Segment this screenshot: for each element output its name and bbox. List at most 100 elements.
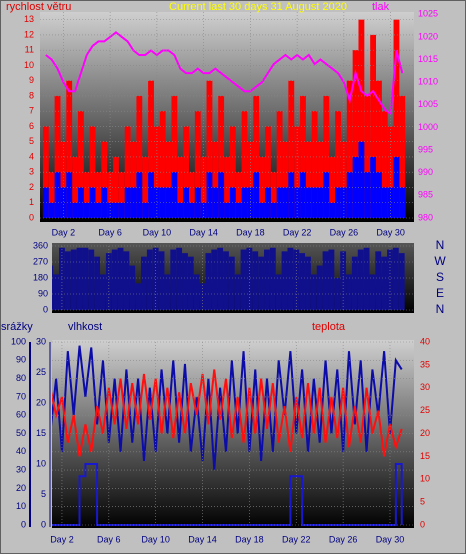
- bar: [136, 172, 143, 218]
- y-tick-label: 30: [420, 382, 430, 392]
- bar: [228, 256, 235, 310]
- bar: [100, 274, 106, 310]
- bar: [212, 187, 219, 218]
- x-tick-label: Day 10: [143, 227, 172, 237]
- bar: [53, 274, 60, 310]
- bar: [235, 172, 242, 218]
- y-tick-label: 100: [11, 336, 26, 346]
- bar: [171, 95, 178, 218]
- x-tick-label: Day 30: [376, 227, 405, 237]
- bar: [212, 141, 219, 218]
- y-tick-label: 10: [16, 501, 26, 511]
- bar: [363, 247, 370, 310]
- bar: [357, 249, 364, 310]
- x-tick-label: Day 22: [283, 227, 312, 237]
- bar: [171, 172, 178, 218]
- bar: [94, 256, 101, 310]
- y-tick-label: 9: [29, 75, 34, 85]
- bar: [48, 202, 55, 218]
- bar: [376, 172, 382, 218]
- bar: [141, 256, 147, 310]
- y-tick-label: 25: [420, 405, 430, 415]
- y-tick-label: 6: [29, 121, 34, 131]
- y-tick-label: 30: [36, 336, 46, 346]
- x-tick-label: Day 6: [97, 534, 121, 544]
- bar: [218, 95, 225, 218]
- bar: [183, 187, 190, 218]
- line: [45, 31, 404, 116]
- y-tick-label: 2: [29, 182, 34, 192]
- bar: [340, 141, 347, 218]
- bar: [83, 202, 90, 218]
- bar: [387, 126, 394, 218]
- y-tick-label: 1025: [418, 9, 438, 19]
- y-tick-label: 1020: [418, 31, 438, 41]
- bar: [95, 172, 102, 218]
- bar: [77, 111, 84, 218]
- bar: [118, 202, 125, 218]
- bar: [159, 111, 166, 218]
- bar: [95, 202, 102, 218]
- bar: [259, 202, 265, 218]
- y-tick-label: 1000: [418, 122, 438, 132]
- bar: [241, 111, 248, 218]
- bar: [52, 265, 54, 310]
- bar: [235, 202, 242, 218]
- y-tick-label: 1: [29, 197, 34, 207]
- bar: [351, 256, 358, 310]
- bar: [187, 256, 194, 310]
- bar: [269, 247, 276, 310]
- y-tick-label: 1015: [418, 54, 438, 64]
- bar: [376, 80, 382, 219]
- bar: [205, 253, 212, 310]
- bar: [129, 265, 136, 310]
- x-tick-label: Day 26: [330, 227, 359, 237]
- y-tick-label: 0: [420, 519, 425, 529]
- y-tick-label: 60: [16, 410, 26, 420]
- bar: [329, 202, 336, 218]
- bar: [42, 126, 49, 218]
- bar: [158, 251, 165, 310]
- bar: [189, 202, 195, 218]
- direction-label: S: [436, 270, 444, 284]
- bar: [375, 251, 382, 310]
- y-tick-label: 10: [420, 474, 430, 484]
- bar: [54, 172, 61, 218]
- bar: [288, 172, 295, 218]
- bar: [59, 247, 65, 310]
- bar: [165, 141, 172, 218]
- bar: [247, 141, 254, 218]
- y-tick-label: 3: [29, 167, 34, 177]
- bar: [381, 111, 388, 218]
- line: [52, 369, 403, 457]
- y-tick-label: 980: [418, 212, 433, 222]
- bar: [176, 247, 183, 310]
- bar: [199, 283, 206, 310]
- bar: [282, 141, 289, 218]
- y-tick-label: 30: [16, 464, 26, 474]
- y-tick-label: 10: [36, 458, 46, 468]
- bar: [316, 265, 323, 310]
- bar: [305, 187, 312, 218]
- bar: [152, 247, 159, 310]
- bar: [60, 187, 67, 218]
- bar: [224, 202, 230, 218]
- bar: [66, 80, 73, 219]
- bar: [76, 247, 83, 310]
- bar: [276, 111, 283, 218]
- y-tick-label: 20: [16, 483, 26, 493]
- bar: [270, 172, 277, 218]
- bar: [54, 95, 61, 218]
- bar: [165, 187, 172, 218]
- bar: [305, 141, 312, 218]
- y-tick-label: 15: [420, 451, 430, 461]
- bar: [113, 202, 119, 218]
- bar: [369, 274, 376, 310]
- line: [52, 345, 403, 471]
- bar: [148, 80, 154, 219]
- bar: [82, 247, 89, 310]
- y-tick-label: 50: [16, 428, 26, 438]
- bar: [253, 172, 260, 218]
- bar: [89, 126, 96, 218]
- bar: [258, 256, 265, 310]
